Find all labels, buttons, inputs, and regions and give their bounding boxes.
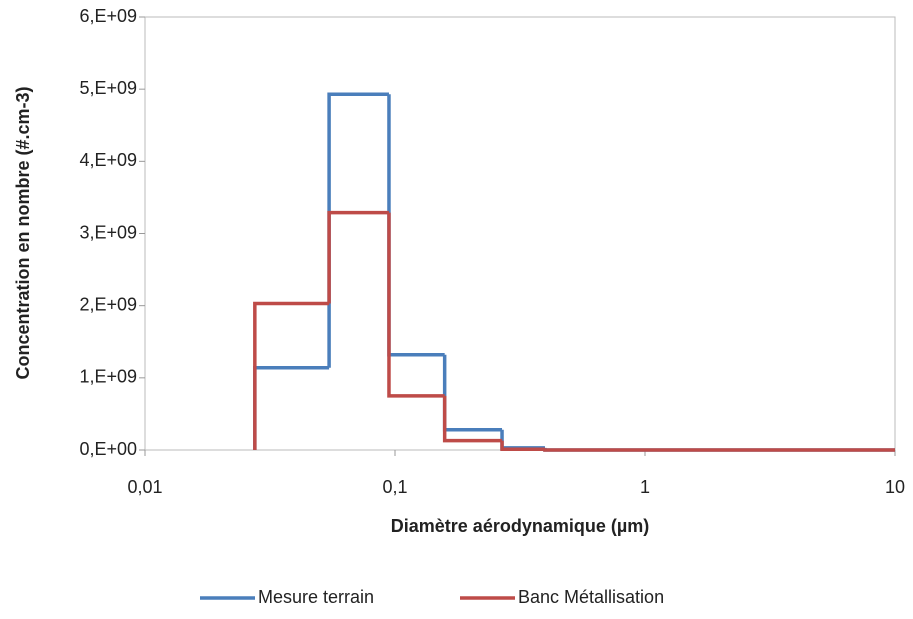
x-tick-label: 10 bbox=[885, 477, 905, 497]
y-axis-title: Concentration en nombre (#.cm-3) bbox=[13, 86, 33, 379]
histogram-step bbox=[442, 395, 503, 443]
histogram-step bbox=[442, 354, 503, 432]
histogram-step bbox=[543, 448, 895, 452]
y-tick-label: 2,E+09 bbox=[79, 294, 137, 314]
x-tick-label: 0,01 bbox=[127, 477, 162, 497]
y-tick-label: 4,E+09 bbox=[79, 150, 137, 170]
y-tick-label: 3,E+09 bbox=[79, 222, 137, 242]
y-tick-label: 0,E+00 bbox=[79, 439, 137, 459]
histogram-step bbox=[387, 212, 445, 398]
y-tick-label: 5,E+09 bbox=[79, 78, 137, 98]
histogram-step bbox=[387, 94, 445, 357]
legend-label: Mesure terrain bbox=[258, 587, 374, 607]
x-axis-title: Diamètre aérodynamique (µm) bbox=[391, 516, 649, 536]
histogram-step bbox=[500, 429, 545, 450]
histogram-step bbox=[253, 301, 330, 450]
histogram-step bbox=[327, 92, 389, 368]
y-tick-label: 1,E+09 bbox=[79, 367, 137, 387]
histogram-step bbox=[253, 365, 330, 450]
x-tick-label: 0,1 bbox=[382, 477, 407, 497]
legend-label: Banc Métallisation bbox=[518, 587, 664, 607]
x-tick-label: 1 bbox=[640, 477, 650, 497]
histogram-step bbox=[500, 440, 545, 452]
histogram-step bbox=[327, 210, 389, 304]
y-tick-label: 6,E+09 bbox=[79, 6, 137, 26]
plot-border bbox=[144, 16, 896, 451]
